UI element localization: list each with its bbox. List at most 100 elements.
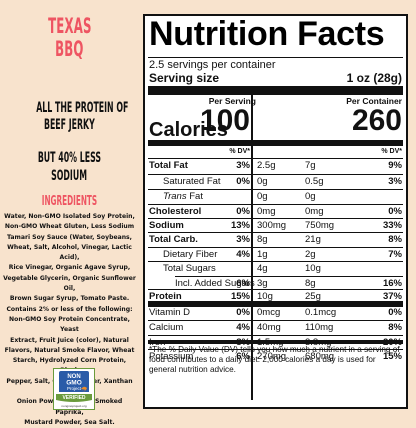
nutrient-label-rest: Fat [186, 191, 203, 202]
dv-per-container: 8% [388, 234, 402, 245]
amount-per-serving: 4g [257, 263, 268, 274]
dv-per-serving: 4% [236, 249, 250, 260]
dv-per-serving: 15% [230, 291, 250, 302]
row-divider [148, 335, 403, 336]
serving-size-label: Serving size [149, 71, 220, 85]
dv-per-container: 7% [388, 249, 402, 260]
ingredients-line: Wheat, Salt, Alcohol, Vinegar, Lactic Ac… [7, 243, 132, 262]
nutrient-label: Cholesterol [149, 206, 202, 217]
seal-text-3: Project [67, 386, 82, 391]
ingredients-line: Extract, Fruit Juice (color), Natural [10, 336, 129, 344]
ingredients-line: Flavors, Natural Smoke Flavor, Wheat [4, 346, 135, 354]
calories-label: Calories [149, 119, 228, 141]
ingredients-line: Brown Sugar Syrup, Tomato Paste. [9, 295, 130, 303]
amount-per-container: 680mg [305, 351, 335, 362]
footnote-thick-bar [148, 340, 403, 344]
row-divider [148, 289, 403, 290]
dv-per-serving: 3% [236, 234, 250, 245]
dv-per-container: 15% [382, 351, 402, 362]
dv-per-serving: 4% [236, 322, 250, 333]
flavor-title-line-1: TEXAS [47, 14, 92, 38]
row-divider [148, 247, 403, 248]
dv-per-container: 33% [382, 220, 402, 231]
dv-per-container: 3% [388, 176, 402, 187]
dv-per-container: 16% [382, 278, 402, 289]
dv-per-serving: 0% [236, 307, 250, 318]
amount-per-serving: 40mg [257, 322, 281, 333]
calories-thick-bar [148, 140, 403, 146]
amount-per-serving: 1g [257, 249, 268, 260]
amount-per-container: 0.1mcg [305, 307, 337, 318]
nutrient-label: Calcium [149, 322, 184, 333]
serving-thick-bar [148, 86, 403, 95]
nutrient-label: Dietary Fiber [163, 249, 218, 260]
ingredients-line: Tamari Soy Sauce (Water, Soybeans, [7, 233, 132, 241]
dv-header-per-serving: % DV* [229, 148, 250, 155]
dv-per-serving: 0% [236, 206, 250, 217]
row-divider [175, 276, 403, 277]
nutrient-label: Sodium [149, 220, 184, 231]
ingredients-line: Non-GMO Soy Protein Concentrate, Yeast [9, 315, 130, 334]
title-divider [148, 57, 403, 58]
amount-per-serving: 2.5g [257, 160, 276, 171]
amount-per-serving: 270mg [257, 351, 287, 362]
per-serving-header-col: Per Serving [208, 96, 256, 106]
amount-per-container: 8g [305, 278, 316, 289]
amount-per-container: 25g [305, 291, 321, 302]
dv-per-serving: 0% [236, 176, 250, 187]
dv-per-serving: 13% [230, 220, 250, 231]
nutrient-label: Vitamin D [149, 307, 191, 318]
calories-per-container: 260 [351, 104, 402, 137]
row-divider [148, 261, 403, 262]
servings-per-container: 2.5 servings per container [149, 59, 276, 71]
nutrient-label-italic: Trans [163, 191, 187, 202]
amount-per-container: 750mg [305, 220, 335, 231]
amount-per-serving: 0mcg [257, 307, 281, 318]
seal-text-1: NON [67, 374, 80, 380]
seal-text-2: GMO [66, 380, 82, 387]
dv-per-container: 9% [388, 160, 402, 171]
nutrient-label: Total Fat [149, 160, 188, 171]
amount-per-container: 0.5g [305, 176, 324, 187]
row-divider [148, 158, 403, 159]
nutrition-facts-title: Nutrition Facts [149, 15, 385, 53]
nutrient-label: Total Carb. [149, 234, 198, 245]
amount-per-serving: 8g [257, 234, 268, 245]
dv-per-serving: 6% [236, 278, 250, 289]
amount-per-container: 7g [305, 160, 316, 171]
protein-claim-line-1: ALL THE PROTEIN OF [36, 100, 129, 116]
nutrient-label: Potassium [149, 351, 194, 362]
non-gmo-verified-seal: NON GMO Project VERIFIED nongmoproject.o… [53, 368, 95, 410]
ingredients-line: Contains 2% or less of the following: [6, 305, 133, 313]
dv-per-container: 37% [382, 291, 402, 302]
protein-claim-line-2: BEEF JERKY [44, 117, 95, 133]
amount-per-serving: 0mg [257, 206, 276, 217]
row-divider [148, 218, 403, 219]
amount-per-container: 110mg [305, 322, 334, 333]
ingredients-line: Non-GMO Wheat Gluten, Less Sodium [4, 223, 135, 231]
amount-per-container: 0g [305, 191, 316, 202]
footnote-line: general nutrition advice. [149, 365, 236, 374]
ingredients-heading: INGREDIENTS [41, 194, 98, 209]
sodium-claim-line-2: SODIUM [51, 168, 88, 184]
row-divider [148, 204, 403, 205]
row-divider [148, 189, 403, 190]
protein-thick-bar [148, 301, 403, 307]
product-info-column: TEXAS BBQ ALL THE PROTEIN OF BEEF JERKY … [0, 0, 139, 426]
seal-panel [59, 371, 89, 392]
row-divider [148, 349, 403, 350]
dv-per-container: 8% [388, 322, 402, 333]
seal-url-text: nongmoproject.org [61, 404, 86, 408]
amount-per-serving: 0g [257, 176, 268, 187]
amount-per-container: 10g [305, 263, 321, 274]
dv-header-per-container: % DV* [381, 148, 402, 155]
dv-per-container: 0% [388, 307, 402, 318]
nutrient-label: Incl. Added Sugars [175, 278, 255, 289]
ingredients-line: Water, Non-GMO Isolated Soy Protein, [4, 213, 135, 220]
nutrient-label: Saturated Fat [163, 176, 221, 187]
ingredients-line: Rice Vinegar, Organic Agave Syrup, [8, 264, 131, 272]
butterfly-icon [81, 386, 87, 392]
amount-per-serving: 300mg [257, 220, 287, 231]
dv-per-container: 0% [388, 206, 402, 217]
footnote-line: food contributes to a daily diet. 2,000 … [149, 355, 376, 364]
